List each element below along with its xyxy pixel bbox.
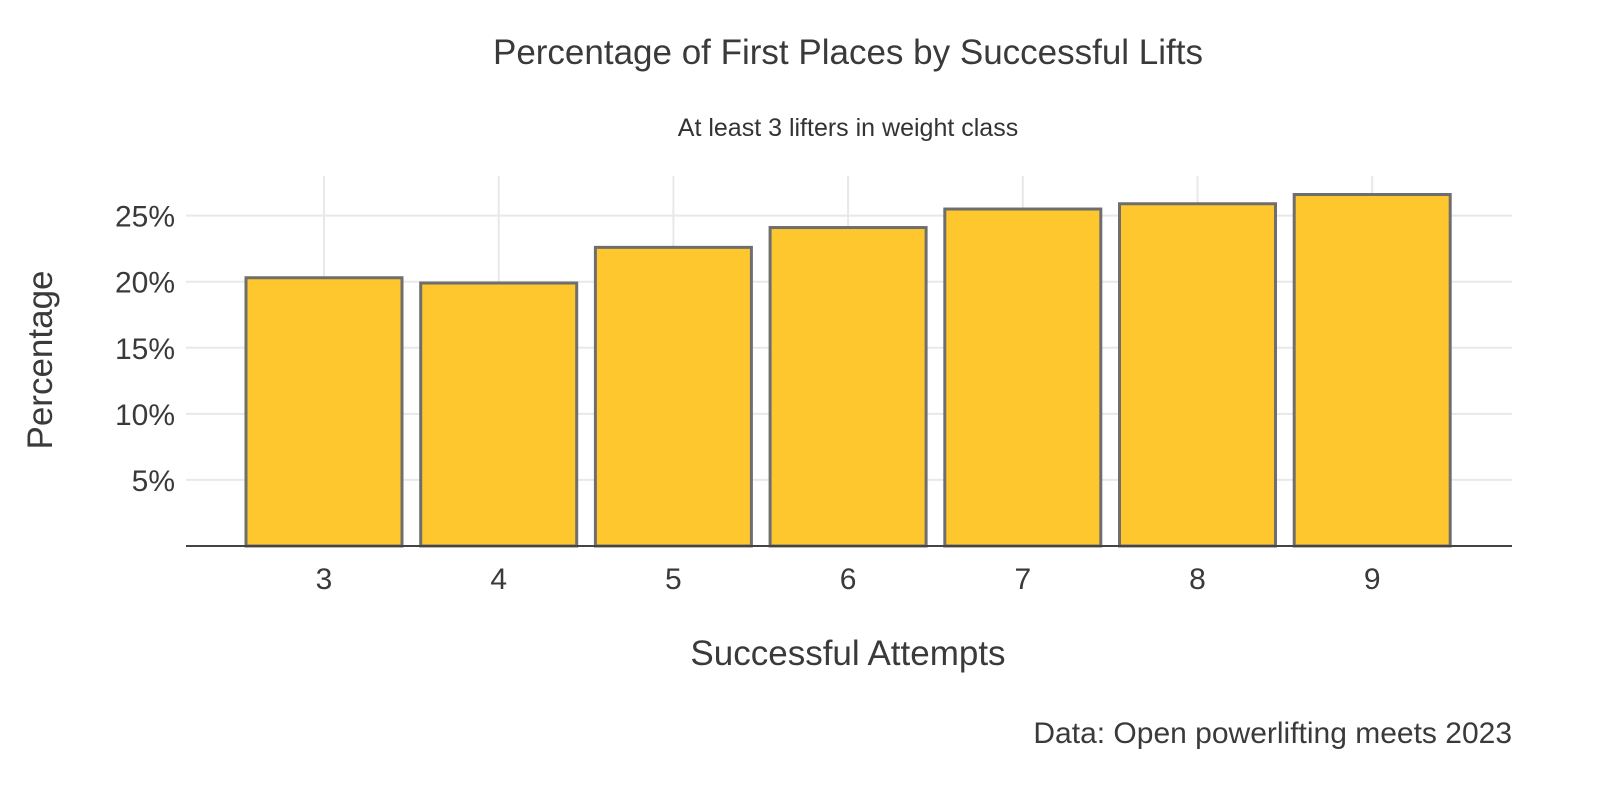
x-tick-label: 5 [665, 563, 682, 596]
bar-8 [1118, 202, 1277, 548]
y-tick-label: 25% [115, 201, 175, 234]
bar-4 [419, 281, 579, 548]
y-axis-label: Percentage [21, 270, 60, 449]
data-source-caption: Data: Open powerlifting meets 2023 [1033, 717, 1512, 750]
x-tick-label: 6 [840, 563, 857, 596]
x-tick-label: 3 [316, 563, 333, 596]
x-axis-label: Successful Attempts [690, 634, 1005, 673]
bar-7 [943, 207, 1103, 548]
y-tick-label: 5% [132, 465, 175, 498]
axes: 5% 10% 15% 20% 25% 3 4 5 6 7 8 9 [115, 201, 1512, 596]
y-tick-label: 20% [115, 267, 175, 300]
chart-title: Percentage of First Places by Successful… [493, 33, 1203, 72]
bar-3 [244, 276, 404, 548]
chart-subtitle: At least 3 lifters in weight class [678, 114, 1018, 142]
bars [244, 193, 1452, 548]
bar-5 [593, 245, 753, 548]
y-tick-label: 15% [115, 333, 175, 366]
x-tick-label: 4 [490, 563, 507, 596]
bar-6 [768, 226, 928, 548]
bar-9 [1292, 193, 1452, 548]
x-tick-label: 9 [1364, 563, 1381, 596]
y-tick-label: 10% [115, 399, 175, 432]
x-tick-label: 7 [1014, 563, 1031, 596]
x-tick-label: 8 [1189, 563, 1206, 596]
